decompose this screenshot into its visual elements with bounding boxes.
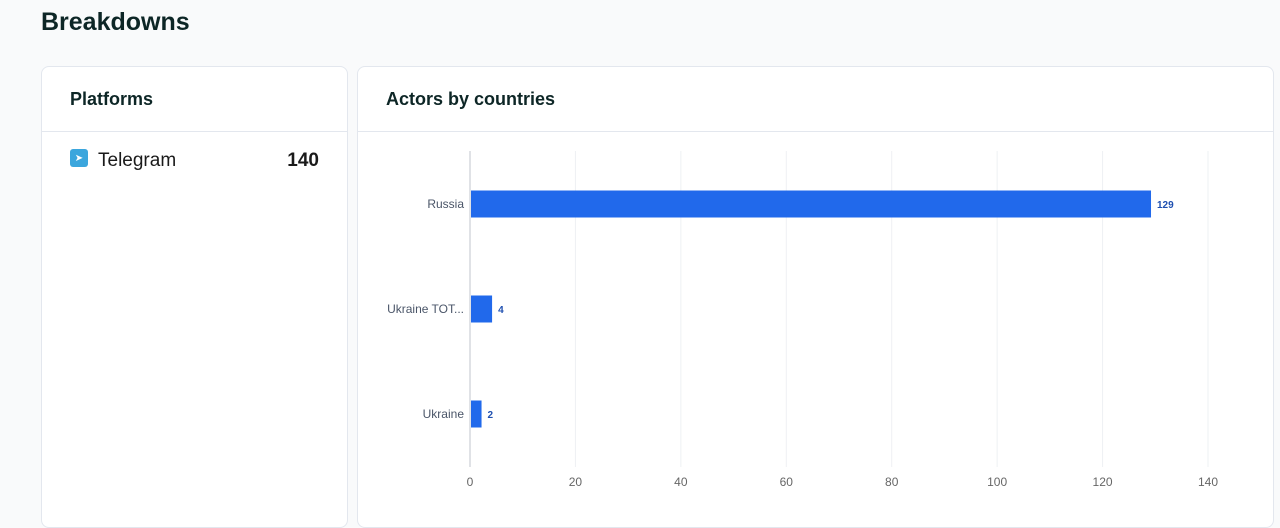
platforms-panel: Platforms ➤ Telegram 140 (41, 66, 348, 528)
x-tick-label: 140 (1198, 475, 1218, 489)
x-tick-label: 100 (987, 475, 1007, 489)
chart-title: Actors by countries (358, 67, 1273, 132)
x-tick-label: 80 (885, 475, 899, 489)
x-tick-label: 40 (674, 475, 688, 489)
category-label: Ukraine (423, 407, 465, 421)
category-label: Russia (427, 197, 464, 211)
data-label: 4 (498, 305, 504, 316)
data-label: 129 (1157, 200, 1174, 211)
platform-row-telegram[interactable]: ➤ Telegram 140 (42, 132, 347, 172)
bar-chart: 0 20 40 60 80 100 120 140 Russia 129 Ukraine TOT..… (387, 151, 1218, 489)
category-label: Ukraine TOT... (387, 302, 464, 316)
x-tick-label: 60 (780, 475, 794, 489)
bar (471, 190, 1152, 218)
x-tick-label: 20 (569, 475, 583, 489)
platform-name: Telegram (98, 150, 177, 171)
data-label: 2 (488, 410, 494, 421)
bar (471, 295, 493, 323)
telegram-icon: ➤ (70, 149, 88, 167)
page-title: Breakdowns (41, 8, 190, 36)
platforms-title: Platforms (42, 67, 347, 132)
x-tick-label: 120 (1093, 475, 1113, 489)
platform-count: 140 (287, 150, 319, 171)
bar (471, 400, 482, 428)
actors-by-countries-panel: Actors by countries 0 20 40 60 80 100 120 140 Ru… (357, 66, 1274, 528)
x-tick-label: 0 (467, 475, 474, 489)
